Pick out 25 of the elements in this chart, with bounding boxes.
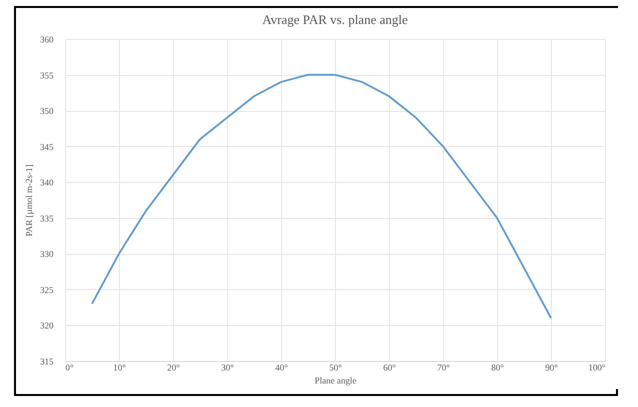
y-tick-label: 315 [40, 356, 54, 366]
y-tick-label: 335 [40, 213, 54, 224]
line-series [91, 74, 552, 319]
x-axis-title: Plane angle [314, 376, 356, 386]
y-tick-label: 340 [40, 178, 54, 188]
x-tick-label: 0° [66, 362, 74, 372]
x-tick-label: 70° [437, 362, 450, 372]
x-tick-label: 30° [221, 362, 234, 372]
y-tick-label: 325 [40, 284, 54, 295]
y-tick-label: 320 [40, 320, 54, 331]
chart-title: Avrage PAR vs. plane angle [262, 12, 408, 27]
y-tick-label: 360 [40, 34, 54, 44]
x-tick-label: 80° [491, 362, 504, 372]
x-tick-label: 90° [545, 362, 558, 372]
y-axis-title: PAR [µmol m-2s-1] [24, 164, 34, 236]
x-tick-label: 50° [329, 362, 342, 372]
x-tick-label: 20° [167, 362, 180, 372]
y-tick-label: 355 [40, 70, 54, 80]
x-tick-label: 40° [275, 362, 288, 372]
x-tick-label: 60° [383, 362, 396, 372]
x-tick-label: 10° [113, 362, 126, 372]
y-tick-label: 330 [40, 249, 54, 260]
x-tick-label: 100° [588, 362, 606, 372]
y-tick-label: 350 [40, 106, 54, 116]
y-tick-label: 345 [40, 142, 54, 152]
